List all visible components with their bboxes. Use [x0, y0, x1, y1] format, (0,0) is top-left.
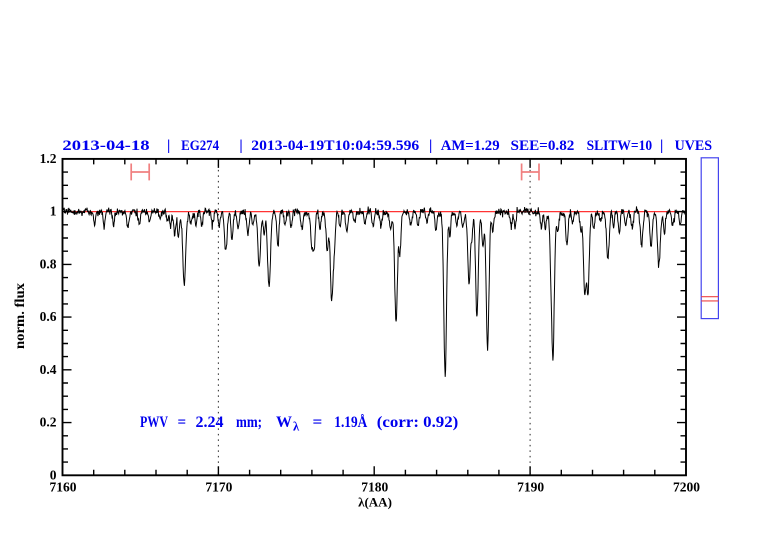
- svg-text:λ: λ: [293, 420, 300, 434]
- svg-text:UVES: UVES: [675, 138, 712, 154]
- svg-text:0.6: 0.6: [40, 309, 57, 324]
- svg-text:SLITW=10: SLITW=10: [587, 138, 653, 154]
- svg-text:|: |: [239, 138, 242, 154]
- svg-text:7170: 7170: [205, 479, 232, 494]
- svg-text:SEE=0.82: SEE=0.82: [511, 138, 575, 154]
- svg-text:7190: 7190: [517, 479, 544, 494]
- svg-text:7180: 7180: [361, 479, 388, 494]
- svg-text:1.19Å: 1.19Å: [334, 413, 367, 431]
- svg-text:EG274: EG274: [181, 138, 219, 154]
- svg-text:2013-04-19T10:04:59.596: 2013-04-19T10:04:59.596: [251, 138, 419, 154]
- svg-text:(corr: 0.92): (corr: 0.92): [377, 414, 459, 431]
- svg-text:0: 0: [50, 467, 57, 482]
- svg-text:0.2: 0.2: [40, 415, 57, 430]
- svg-text:|: |: [167, 138, 170, 154]
- svg-text:PWV: PWV: [140, 414, 168, 431]
- svg-text:0.8: 0.8: [40, 256, 57, 271]
- svg-text:W: W: [276, 414, 292, 431]
- svg-text:=: =: [313, 414, 323, 431]
- svg-text:7160: 7160: [50, 479, 77, 494]
- svg-text:mm;: mm;: [236, 414, 262, 431]
- svg-text:2.24: 2.24: [196, 414, 224, 431]
- svg-text:2013-04-18: 2013-04-18: [62, 138, 149, 154]
- svg-text:norm. flux: norm. flux: [12, 283, 27, 349]
- svg-text:0.4: 0.4: [40, 362, 57, 377]
- svg-text:|: |: [660, 138, 663, 154]
- svg-text:1: 1: [50, 204, 57, 219]
- svg-text:=: =: [178, 414, 187, 431]
- svg-text:7200: 7200: [673, 479, 700, 494]
- svg-text:|: |: [429, 138, 432, 154]
- svg-text:1.2: 1.2: [40, 151, 57, 166]
- svg-text:AM=1.29: AM=1.29: [441, 138, 500, 154]
- svg-text:λ(AA): λ(AA): [358, 494, 392, 509]
